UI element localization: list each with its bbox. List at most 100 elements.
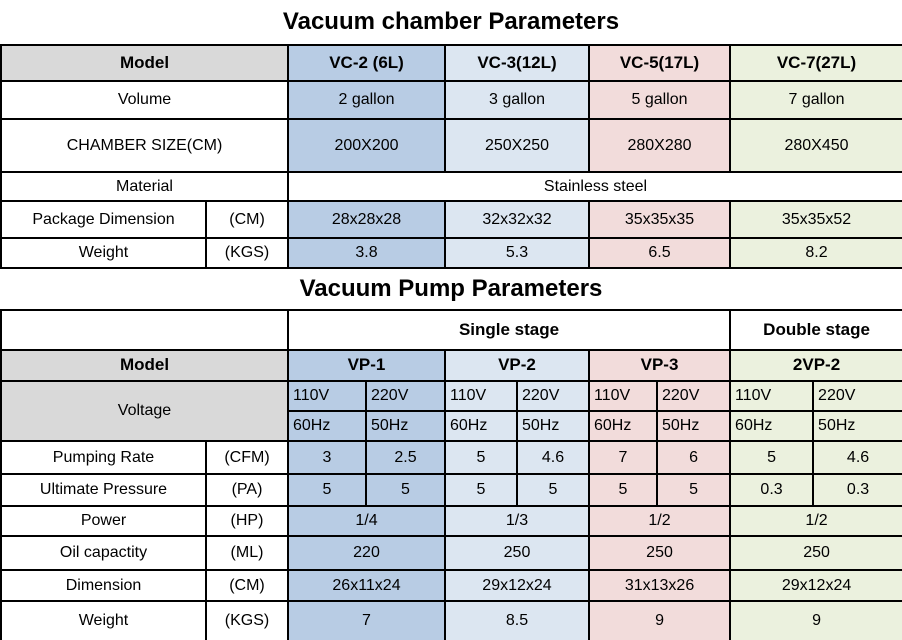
value: 7 <box>588 440 658 475</box>
value: 1/3 <box>444 505 590 537</box>
row-label: Voltage <box>0 380 289 442</box>
voltage-value: 220V <box>655 380 732 412</box>
row-label: Dimension <box>0 569 207 602</box>
value: 250X250 <box>444 118 591 173</box>
frequency-value: 50Hz <box>365 410 446 442</box>
table-row: Model VC-2 (6L) VC-3(12L) VC-5(17L) VC-7(27L… <box>0 44 902 82</box>
value: 220 <box>287 535 446 571</box>
voltage-value: 220V <box>365 380 446 412</box>
voltage-value: 220V <box>516 380 590 412</box>
voltage-value: 110V <box>588 380 658 412</box>
value: 2.5 <box>365 440 446 475</box>
value: Stainless steel <box>287 171 902 202</box>
value: 250 <box>444 535 590 571</box>
row-header-model: Model <box>0 44 290 82</box>
unit-label: (CM) <box>205 569 289 602</box>
value: 6.5 <box>588 237 732 269</box>
frequency-value: 60Hz <box>444 410 518 442</box>
table-row: Weight (KGS) 3.8 5.3 6.5 8.2 <box>0 237 902 269</box>
value: 9 <box>729 600 902 640</box>
row-label: Weight <box>0 600 207 640</box>
model-header: VP-1 <box>287 349 446 382</box>
value: 5 <box>365 473 446 507</box>
value: 32x32x32 <box>444 200 591 239</box>
value: 3 gallon <box>444 80 591 120</box>
row-label: Material <box>0 171 290 202</box>
chamber-parameters-table: Model VC-2 (6L) VC-3(12L) VC-5(17L) VC-7(27L… <box>0 44 902 269</box>
value: 5 <box>655 473 732 507</box>
value: 6 <box>655 440 732 475</box>
pump-parameters-table: Single stage Double stage Model VP-1 VP-2 VP-… <box>0 309 902 640</box>
value: 7 <box>287 600 446 640</box>
model-header: VP-2 <box>444 349 590 382</box>
table-row: Model VP-1 VP-2 VP-3 2VP-2 <box>0 349 902 382</box>
table-row: Volume 2 gallon 3 gallon 5 gallon 7 gallon <box>0 80 902 120</box>
value: 35x35x35 <box>588 200 732 239</box>
unit-label: (HP) <box>205 505 289 537</box>
row-label: Oil capactity <box>0 535 207 571</box>
value: 8.2 <box>729 237 902 269</box>
value: 29x12x24 <box>444 569 590 602</box>
unit-label: (CM) <box>204 200 290 239</box>
value: 250 <box>729 535 902 571</box>
value: 200X200 <box>287 118 447 173</box>
stage-header: Double stage <box>729 309 902 351</box>
table-row: Single stage Double stage <box>0 309 902 351</box>
value: 9 <box>587 600 732 640</box>
table-row: Pumping Rate (CFM) 3 2.5 5 4.6 7 6 5 4.6 <box>0 440 902 475</box>
model-header: VC-5(17L) <box>588 44 732 82</box>
voltage-value: 110V <box>287 380 367 412</box>
voltage-value: 110V <box>444 380 518 412</box>
value: 3 <box>287 440 367 475</box>
frequency-value: 50Hz <box>812 410 902 442</box>
pump-section-title: Vacuum Pump Parameters <box>299 275 603 302</box>
frequency-value: 60Hz <box>729 410 815 442</box>
chamber-section-title: Vacuum chamber Parameters <box>282 8 620 35</box>
row-header-model: Model <box>0 349 289 382</box>
model-header: VP-3 <box>587 349 732 382</box>
value: 5 <box>729 440 815 475</box>
table-row: Ultimate Pressure (PA) 5 5 5 5 5 5 0.3 0.3 <box>0 473 902 507</box>
row-label: Ultimate Pressure <box>0 473 207 507</box>
value: 3.8 <box>287 237 447 269</box>
value: 5 <box>588 473 658 507</box>
empty-cell <box>0 309 289 351</box>
value: 2 gallon <box>287 80 447 120</box>
value: 4.6 <box>812 440 902 475</box>
value: 1/2 <box>729 505 902 537</box>
unit-label: (PA) <box>205 473 289 507</box>
model-header: VC-7(27L) <box>729 44 902 82</box>
table-row: Voltage 110V 220V 110V 220V 110V 220V 110V 220V <box>0 380 902 442</box>
model-header: VC-2 (6L) <box>287 44 447 82</box>
table-row: Weight (KGS) 7 8.5 9 9 <box>0 600 902 640</box>
table-row: Material Stainless steel <box>0 171 902 202</box>
value: 5 <box>444 440 518 475</box>
value: 5.3 <box>444 237 591 269</box>
value: 31x13x26 <box>587 569 732 602</box>
value: 0.3 <box>729 473 815 507</box>
row-label: Power <box>0 505 207 537</box>
row-label: Pumping Rate <box>0 440 207 475</box>
table-row: Oil capactity (ML) 220 250 250 250 <box>0 535 902 571</box>
table-row: CHAMBER SIZE(CM) 200X200 250X250 280X280 280… <box>0 118 902 173</box>
table-row: Power (HP) 1/4 1/3 1/2 1/2 <box>0 505 902 537</box>
value: 5 <box>287 473 367 507</box>
value: 26x11x24 <box>287 569 446 602</box>
value: 5 <box>444 473 518 507</box>
frequency-value: 60Hz <box>287 410 367 442</box>
stage-header: Single stage <box>286 309 732 351</box>
table-row: Package Dimension (CM) 28x28x28 32x32x32 35x… <box>0 200 902 239</box>
value: 280X450 <box>729 118 902 173</box>
value: 280X280 <box>588 118 732 173</box>
unit-label: (ML) <box>205 535 289 571</box>
value: 1/2 <box>587 505 732 537</box>
table-row: 60Hz 50Hz 60Hz 50Hz 60Hz 50Hz 60Hz 50Hz <box>1 410 902 442</box>
frequency-value: 50Hz <box>516 410 590 442</box>
row-label: Package Dimension <box>0 200 207 239</box>
value: 4.6 <box>516 440 590 475</box>
frequency-value: 60Hz <box>588 410 658 442</box>
unit-label: (CFM) <box>205 440 289 475</box>
row-label: Weight <box>0 237 207 269</box>
row-label: CHAMBER SIZE(CM) <box>0 118 290 173</box>
